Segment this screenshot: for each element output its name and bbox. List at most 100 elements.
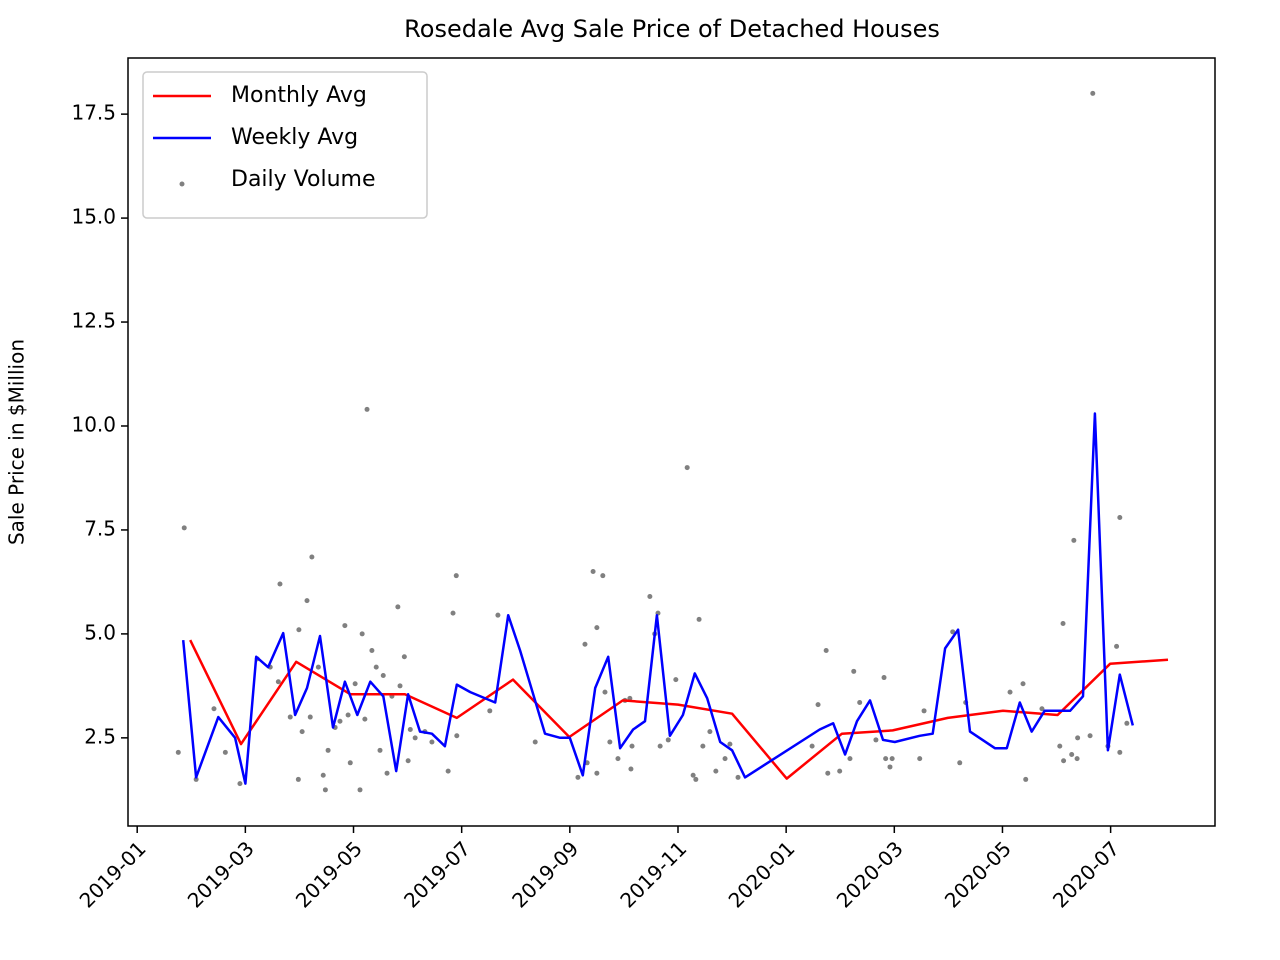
- scatter-point: [275, 679, 281, 685]
- scatter-point: [320, 772, 326, 778]
- scatter-point: [395, 604, 401, 610]
- scatter-point: [325, 747, 331, 753]
- scatter-point: [193, 776, 199, 782]
- y-axis-label: Sale Price in $Million: [5, 339, 29, 545]
- scatter-point: [825, 770, 831, 776]
- scatter-point: [815, 702, 821, 708]
- legend-marker: [179, 181, 185, 187]
- scatter-point: [1124, 720, 1130, 726]
- scatter-point: [345, 712, 351, 718]
- scatter-point: [450, 610, 456, 616]
- scatter-point: [851, 668, 857, 674]
- scatter-point: [950, 629, 956, 635]
- scatter-point: [673, 677, 679, 683]
- scatter-point: [887, 764, 893, 770]
- scatter-point: [696, 616, 702, 622]
- line-series: [181, 412, 1135, 785]
- scatter-point: [309, 554, 315, 560]
- scatter-point: [628, 766, 634, 772]
- scatter-point: [1060, 621, 1066, 627]
- y-tick-label: 12.5: [71, 309, 116, 333]
- scatter-point: [594, 770, 600, 776]
- scatter-point: [337, 718, 343, 724]
- scatter-point: [362, 716, 368, 722]
- scatter-point: [322, 787, 328, 793]
- y-tick-label: 7.5: [84, 516, 116, 540]
- scatter-point: [380, 672, 386, 678]
- scatter-point: [1061, 758, 1067, 764]
- scatter-point: [384, 770, 390, 776]
- scatter-point: [397, 683, 403, 689]
- scatter-point: [357, 787, 363, 793]
- scatter-point: [487, 708, 493, 714]
- scatter-point: [295, 776, 301, 782]
- scatter-point: [917, 756, 923, 762]
- scatter-point: [684, 465, 690, 471]
- scatter-point: [713, 768, 719, 774]
- scatter-point: [347, 760, 353, 766]
- scatter-point: [352, 681, 358, 687]
- legend-label: Daily Volume: [231, 167, 375, 192]
- scatter-point: [364, 406, 370, 412]
- scatter-point: [600, 573, 606, 579]
- scatter-point: [594, 625, 600, 631]
- scatter-point: [707, 729, 713, 735]
- x-tick-label: 2020-03: [832, 836, 908, 912]
- x-tick-label: 2019-09: [507, 836, 583, 912]
- scatter-point: [1007, 689, 1013, 695]
- scatter-point: [727, 741, 733, 747]
- scatter-point: [1117, 514, 1123, 520]
- scatter-point: [1075, 735, 1081, 741]
- legend-label: Weekly Avg: [231, 125, 358, 150]
- scatter-point: [181, 525, 187, 531]
- scatter-point: [405, 758, 411, 764]
- x-tick-label: 2019-11: [615, 836, 691, 912]
- scatter-point: [1074, 756, 1080, 762]
- y-tick-label: 10.0: [71, 412, 116, 436]
- scatter-point: [857, 700, 863, 706]
- scatter-point: [1020, 681, 1026, 687]
- scatter-point: [615, 756, 621, 762]
- scatter-point: [277, 581, 283, 587]
- scatter-point: [237, 781, 243, 787]
- scatter-point: [607, 739, 613, 745]
- scatter-point: [722, 756, 728, 762]
- scatter-point: [299, 729, 305, 735]
- scatter-point: [602, 689, 608, 695]
- scatter-point: [881, 675, 887, 681]
- scatter-point: [665, 737, 671, 743]
- scatter-point: [921, 708, 927, 714]
- scatter-point: [590, 569, 596, 575]
- scatter-point: [304, 598, 310, 604]
- legend-box: [142, 71, 428, 219]
- x-tick-label: 2019-01: [75, 836, 151, 912]
- scatter-point: [1114, 643, 1120, 649]
- y-tick-label: 5.0: [84, 620, 116, 644]
- scatter-point: [369, 648, 375, 654]
- scatter-point: [837, 768, 843, 774]
- scatter-point: [296, 627, 302, 633]
- scatter-point: [700, 743, 706, 749]
- y-tick-label: 15.0: [71, 205, 116, 229]
- scatter-point: [495, 612, 501, 618]
- x-tick-label: 2019-03: [183, 836, 259, 912]
- scatter-point: [629, 743, 635, 749]
- y-tick-label: 17.5: [71, 101, 116, 125]
- scatter-point: [453, 573, 459, 579]
- x-tick-label: 2020-07: [1048, 836, 1124, 912]
- scatter-point: [429, 739, 435, 745]
- scatter-point: [342, 623, 348, 629]
- scatter-point: [222, 749, 228, 755]
- plot-frame: [127, 57, 1216, 827]
- scatter-point: [889, 756, 895, 762]
- y-tick-label: 2.5: [84, 724, 116, 748]
- scatter-point: [883, 756, 889, 762]
- scatter-point: [809, 743, 815, 749]
- scatter-point: [647, 593, 653, 599]
- scatter-point: [377, 747, 383, 753]
- x-tick-label: 2019-05: [291, 836, 367, 912]
- scatter-point: [1071, 537, 1077, 543]
- scatter-point: [1069, 751, 1075, 757]
